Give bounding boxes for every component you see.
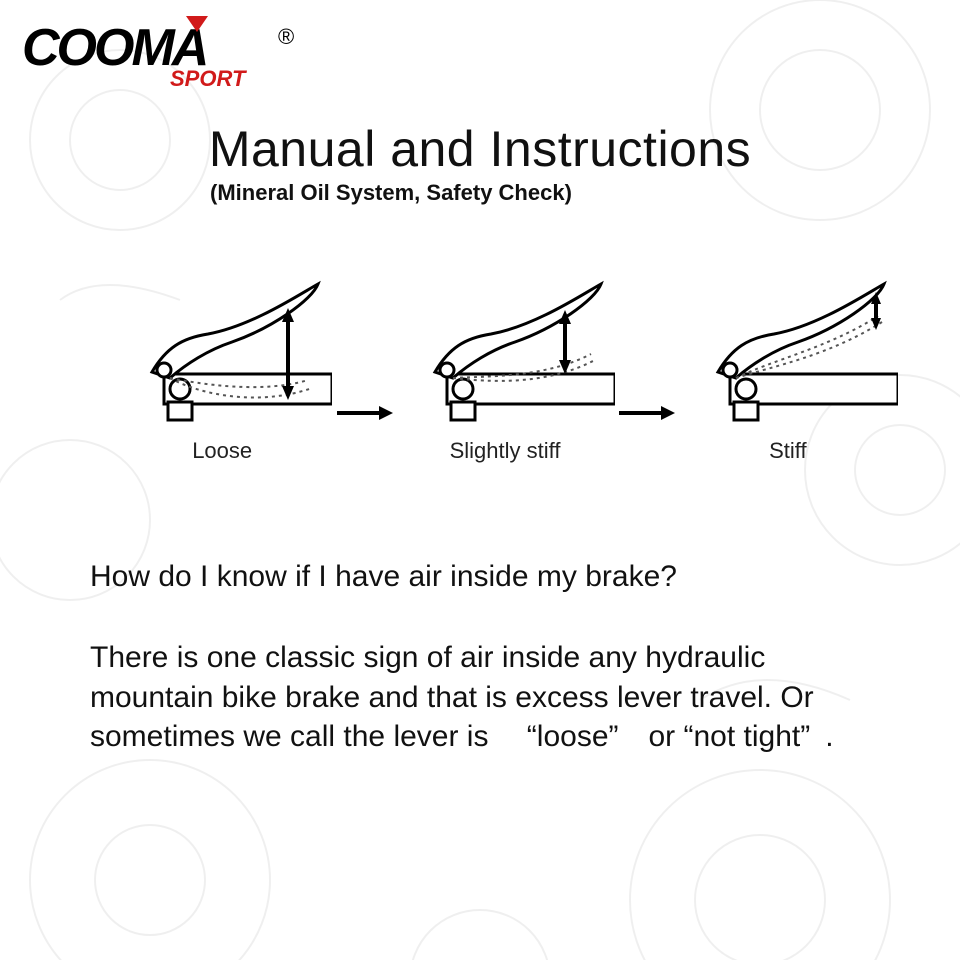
lever-diagram: Loose Slightly stiff <box>110 278 900 464</box>
lever-state-stiff: Stiff <box>676 278 900 464</box>
lever-stiff-icon <box>678 278 898 428</box>
answer-paragraph: There is one classic sign of air inside … <box>90 638 870 757</box>
logo-triangle-icon <box>186 16 208 32</box>
logo-sub-text: SPORT <box>170 66 245 92</box>
lever-slightly-stiff-icon <box>395 278 615 428</box>
lever-loose-icon <box>112 278 332 428</box>
lever-label-loose: Loose <box>110 438 334 464</box>
lever-state-slightly-stiff: Slightly stiff <box>393 278 617 464</box>
registered-icon: ® <box>278 24 294 50</box>
brand-logo: COOMA ® SPORT <box>22 18 206 78</box>
lever-label-stiff: Stiff <box>676 438 900 464</box>
lever-state-loose: Loose <box>110 278 334 464</box>
arrow-icon <box>334 403 393 428</box>
lever-label-slightly-stiff: Slightly stiff <box>393 438 617 464</box>
arrow-icon <box>617 403 676 428</box>
page-title: Manual and Instructions <box>0 120 960 178</box>
question-heading: How do I know if I have air inside my br… <box>90 560 870 594</box>
page-subtitle: (Mineral Oil System, Safety Check) <box>200 180 760 206</box>
